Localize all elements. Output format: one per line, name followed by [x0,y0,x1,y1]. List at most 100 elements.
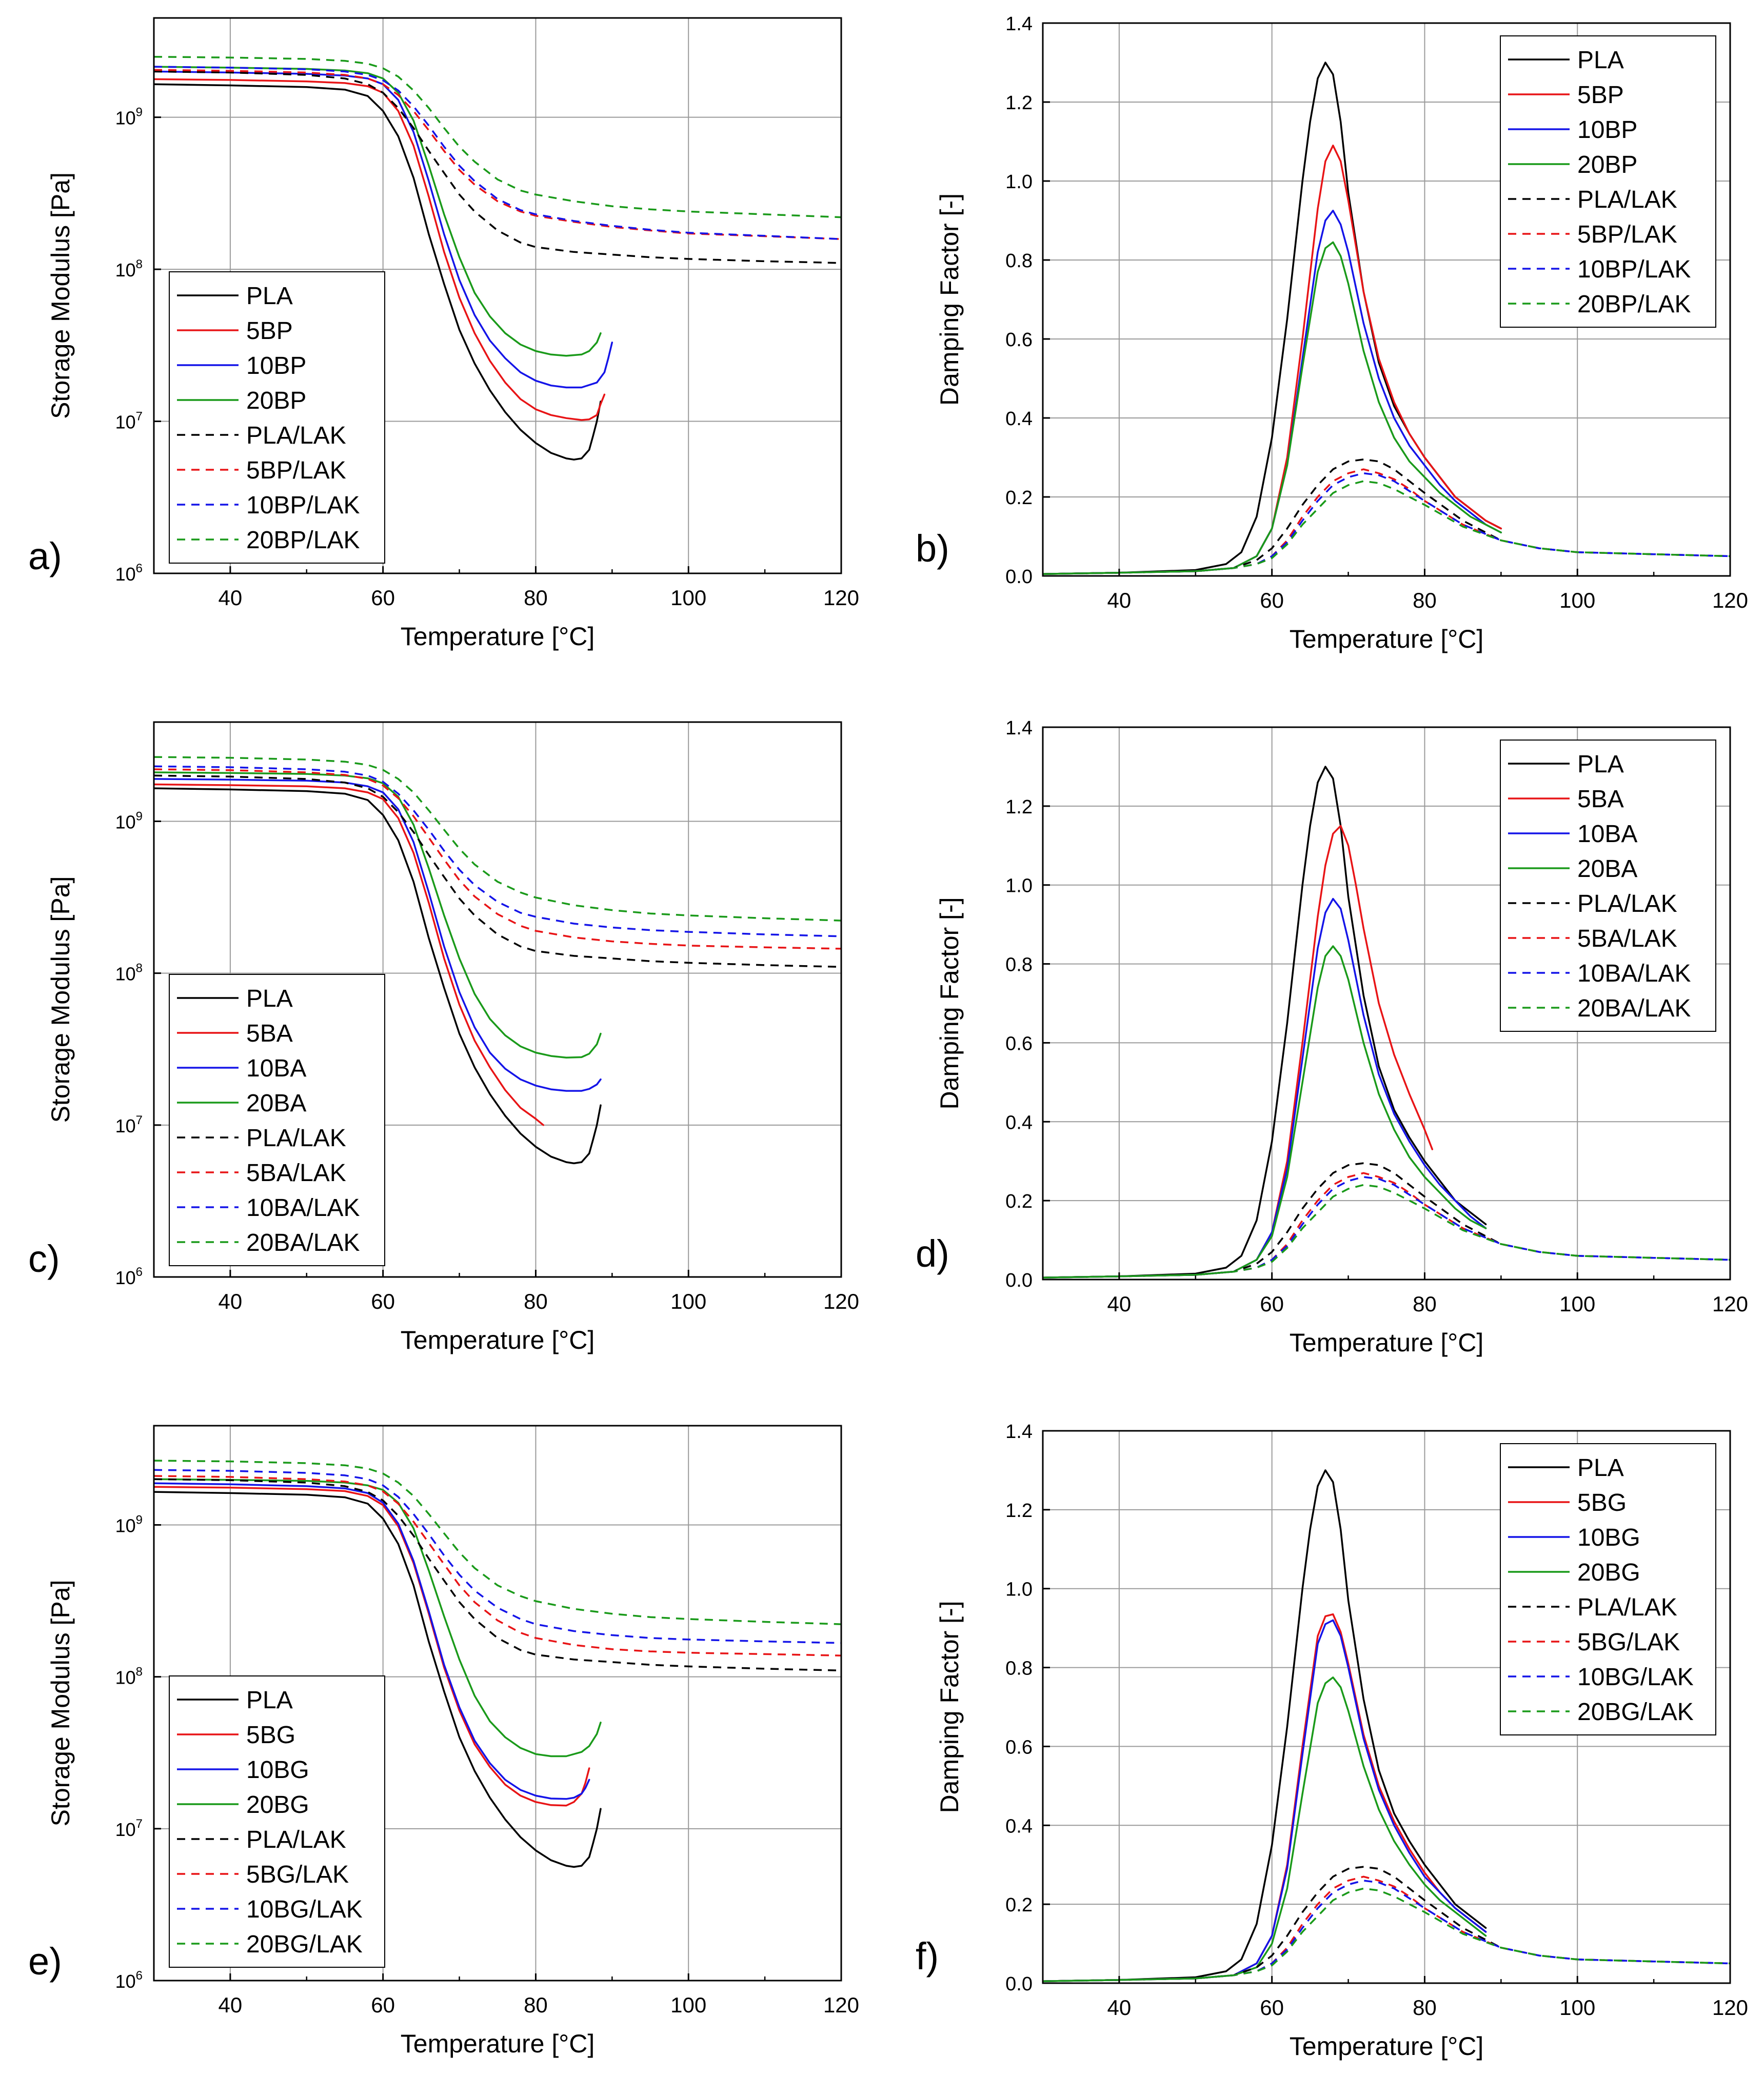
y-tick-label: 1.2 [1005,796,1033,818]
legend-label: PLA [246,283,293,310]
y-tick-base: 10 [115,1515,136,1536]
legend-label: PLA [1577,47,1624,74]
y-tick-label: 108 [115,257,143,281]
legend-label: 20BG/LAK [246,1931,363,1958]
legend-label: 10BP/LAK [1577,256,1691,283]
x-tick-label: 80 [524,586,548,610]
y-tick-base: 10 [115,1267,136,1288]
legend: PLA 5BA 10BA 20BA PLA/LAK 5BA/LAK 10BA/LAK 20BA… [1500,740,1716,1032]
x-tick-label: 100 [670,586,706,610]
x-tick-label: 40 [1107,1292,1132,1316]
y-tick-label: 107 [115,1113,143,1136]
plot-frame [1042,1430,1731,1984]
legend-label: 10BG [1577,1524,1640,1551]
y-tick-label: 0.0 [1005,1270,1033,1291]
series-line-20ba-lak [154,756,841,922]
series-line-pla [1043,1469,1487,1982]
x-tick-label: 40 [219,1993,243,2017]
series-line-5bg [154,1486,590,1807]
x-axis-title: Temperature [°C] [1290,1328,1483,1357]
y-tick-label: 1.0 [1005,171,1033,193]
y-tick-exponent: 6 [136,562,143,575]
series-line-20bg [1043,1676,1487,1982]
series-line-20bp [1043,241,1502,575]
series-line-pla [154,787,602,1165]
legend-label: 10BA [246,1055,306,1082]
series-line-10bg [1043,1619,1487,1982]
series-line-5bp-lak [154,69,841,240]
series-line-5ba-lak [1043,1172,1730,1279]
legend-label: 5BG [246,1722,295,1749]
series-line-pla [154,1491,602,1868]
y-tick-exponent: 9 [136,809,143,823]
y-tick-exponent: 6 [136,1969,143,1983]
x-tick-label: 80 [524,1993,548,2017]
series-line-pla-lak [154,774,841,968]
y-tick-label: 1.2 [1005,92,1033,114]
series-line-20bp-lak [1043,480,1730,575]
series-line-10ba [154,778,602,1092]
y-tick-exponent: 7 [136,1113,143,1127]
legend-label: 10BA [1577,821,1637,848]
panel-letter: a) [28,535,62,577]
legend: PLA 5BG 10BG 20BG PLA/LAK 5BG/LAK 10BG/LAK 20BG… [169,1675,385,1968]
series-line-10bg [154,1482,590,1800]
y-tick-label: 108 [115,1665,143,1688]
panel-letter: c) [28,1237,60,1280]
y-tick-base: 10 [115,1971,136,1992]
legend-label: 10BG/LAK [246,1896,363,1923]
y-tick-label: 107 [115,410,143,433]
plot-frame [153,721,842,1278]
y-axis-title: Storage Modulus [Pa] [46,876,75,1123]
y-tick-base: 10 [115,1819,136,1840]
y-tick-exponent: 9 [136,1513,143,1527]
x-axis-title: Temperature [°C] [1290,2032,1483,2061]
y-tick-label: 1.4 [1005,1421,1033,1443]
y-tick-label: 0.2 [1005,1894,1033,1916]
series-line-pla-lak [154,1478,841,1672]
x-tick-label: 120 [823,1993,859,2017]
plot-frame [153,17,842,574]
legend-label: 5BA/LAK [1577,925,1677,952]
y-tick-label: 108 [115,962,143,985]
y-tick-label: 0.6 [1005,1736,1033,1758]
x-tick-label: 80 [1413,588,1437,612]
series-line-5bg-lak [154,1475,841,1656]
x-tick-label: 60 [1260,1995,1284,2020]
y-axis-title: Damping Factor [-] [935,897,964,1109]
y-tick-base: 10 [115,412,136,433]
series-line-20bg-lak [154,1460,841,1625]
series-line-pla-lak [1043,1162,1730,1279]
x-tick-label: 80 [524,1289,548,1313]
legend-label: PLA/LAK [1577,1594,1677,1621]
y-tick-label: 107 [115,1817,143,1840]
x-axis-title: Temperature [°C] [401,1326,594,1354]
y-tick-label: 0.0 [1005,566,1033,588]
legend-label: 10BP [246,352,306,380]
series-line-5bg-lak [1043,1875,1730,1982]
series-group [1043,766,1730,1279]
series-line-10bp-lak [1043,472,1730,575]
y-axis-title: Storage Modulus [Pa] [46,1580,75,1827]
x-tick-label: 100 [670,1289,706,1313]
y-tick-label: 0.8 [1005,1658,1033,1680]
series-line-10ba-lak [1043,1176,1730,1279]
legend-label: PLA [246,985,293,1012]
legend-box [169,974,385,1266]
legend-label: 5BP/LAK [1577,221,1677,248]
x-tick-label: 80 [1413,1995,1437,2020]
x-tick-label: 120 [1712,1995,1748,2020]
y-tick-exponent: 8 [136,257,143,271]
panel-letter: f) [916,1935,939,1978]
series-line-pla-lak [1043,1866,1730,1982]
x-tick-label: 100 [670,1993,706,2017]
y-tick-label: 0.4 [1005,408,1033,430]
legend-label: PLA/LAK [246,1826,346,1853]
x-tick-label: 40 [219,586,243,610]
series-line-10bg-lak [1043,1880,1730,1982]
y-tick-label: 106 [115,1969,143,1992]
legend-label: 20BA/LAK [1577,995,1691,1022]
legend-label: 20BG/LAK [1577,1699,1694,1726]
y-tick-label: 109 [115,106,143,129]
